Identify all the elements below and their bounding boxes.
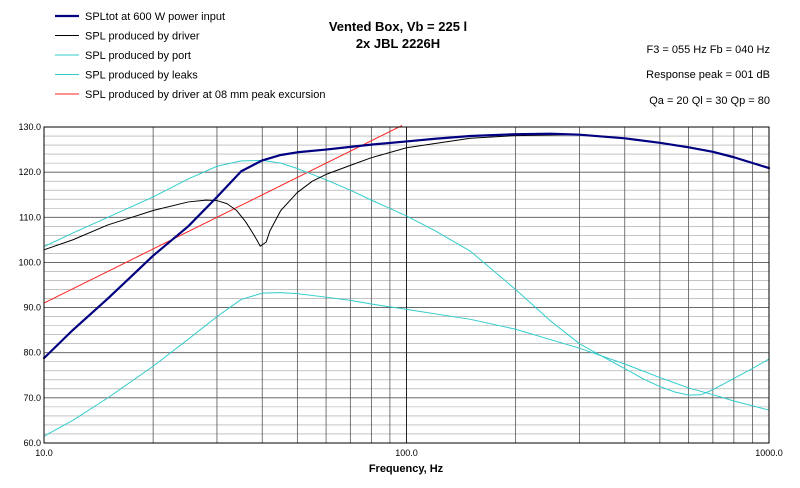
- info-f3-fb: F3 = 055 Hz Fb = 040 Hz: [646, 44, 770, 56]
- legend-label: SPL produced by driver: [85, 31, 200, 43]
- legend-label: SPL produced by driver at 08 mm peak exc…: [85, 89, 326, 101]
- chart-title-line2: 2x JBL 2226H: [356, 36, 440, 51]
- tick-labels: 130.0 120.0 110.0 100.0 90.0 80.0 70.0 60.010.0…: [18, 122, 782, 458]
- series-group: [42, 125, 771, 437]
- series-line-1: [42, 132, 771, 360]
- plot-frame: [43, 126, 770, 444]
- grid: [43, 126, 770, 444]
- y-tick-label: 70.0: [23, 393, 41, 403]
- y-tick-label: 90.0: [23, 303, 41, 313]
- x-tick-label: 1000.0: [755, 448, 783, 458]
- legend-label: SPL produced by port: [85, 50, 191, 62]
- y-tick-label: 80.0: [23, 348, 41, 358]
- y-tick-label: 100.0: [18, 257, 41, 267]
- series-line-3: [43, 159, 770, 396]
- y-tick-label: 60.0: [23, 438, 41, 448]
- legend: SPLtot at 600 W power input SPL produced …: [55, 11, 326, 101]
- series-line-5: [43, 125, 403, 304]
- y-tick-label: 120.0: [18, 167, 41, 177]
- x-tick-label: 10.0: [35, 448, 53, 458]
- info-q-values: Qa = 20 Ql = 30 Qp = 80: [649, 95, 770, 107]
- info-response-peak: Response peak = 001 dB: [646, 69, 770, 81]
- series-line-4: [43, 292, 770, 437]
- y-tick-label: 110.0: [19, 212, 41, 222]
- legend-label: SPL produced by leaks: [85, 70, 198, 82]
- x-tick-label: 100.0: [395, 448, 418, 458]
- x-axis-title: Frequency, Hz: [369, 463, 444, 475]
- y-tick-label: 130.0: [18, 122, 41, 132]
- chart-title-line1: Vented Box, Vb = 225 l: [329, 19, 467, 34]
- legend-label: SPLtot at 600 W power input: [85, 11, 225, 23]
